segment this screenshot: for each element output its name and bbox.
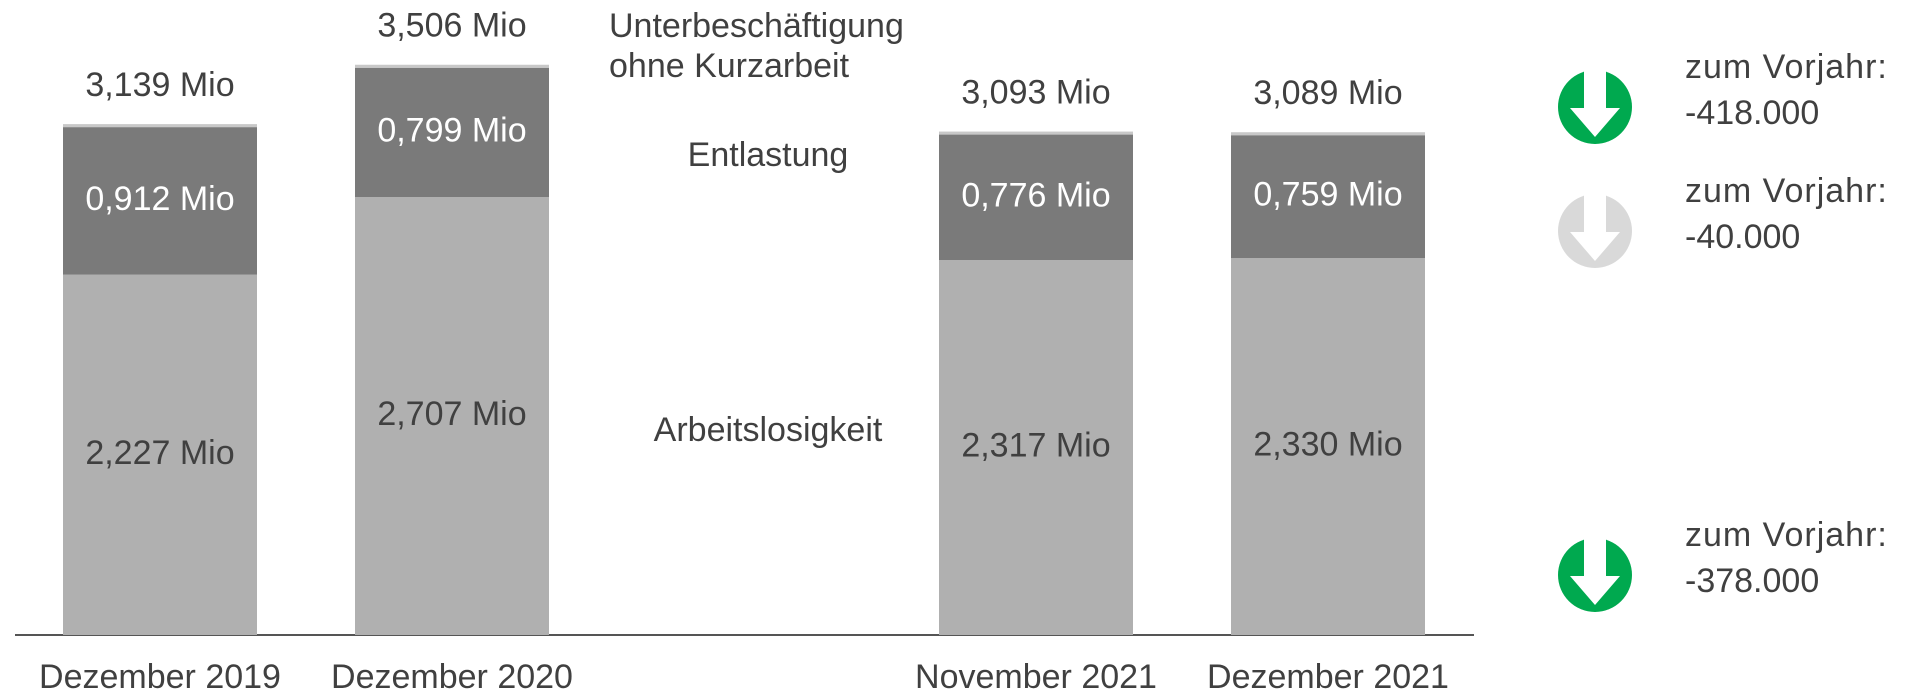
x-tick-label: Dezember 2019 <box>39 658 281 695</box>
total-label: 3,093 Mio <box>961 74 1110 112</box>
value-label: 0,799 Mio <box>377 111 526 149</box>
change-arrow <box>1570 538 1620 605</box>
value-label: 0,776 Mio <box>961 176 1110 214</box>
annotation-change: -418.000 <box>1685 94 1819 132</box>
bar-segment <box>939 134 1133 261</box>
value-label: 0,759 Mio <box>1253 176 1402 214</box>
total-label: 3,139 Mio <box>85 66 234 104</box>
value-label: 2,330 Mio <box>1253 425 1402 463</box>
bar-segment <box>355 67 549 198</box>
x-tick-label: November 2021 <box>915 658 1157 695</box>
bar-segment <box>1231 135 1425 259</box>
bar-segment <box>63 274 257 635</box>
bar-segment <box>355 197 549 635</box>
total-marker <box>355 64 549 68</box>
value-label: 2,707 Mio <box>377 395 526 433</box>
value-label: 2,317 Mio <box>961 427 1110 465</box>
total-label: 3,089 Mio <box>1253 74 1402 112</box>
total-marker <box>63 124 257 128</box>
totals-name: Unterbeschäftigung ohne Kurzarbeit <box>609 7 904 85</box>
total-marker <box>1231 132 1425 136</box>
x-tick-label: Dezember 2021 <box>1207 658 1449 695</box>
annotation-text: zum Vorjahr: <box>1685 48 1888 86</box>
series-name: Entlastung <box>688 136 849 174</box>
total-marker <box>939 131 1133 135</box>
annotation-change: -40.000 <box>1685 218 1800 256</box>
change-arrow <box>1570 194 1620 261</box>
bar-segment <box>939 260 1133 635</box>
value-label: 2,227 Mio <box>85 434 234 472</box>
annotation-text: zum Vorjahr: <box>1685 516 1888 554</box>
bar-segment <box>1231 258 1425 635</box>
x-tick-label: Dezember 2020 <box>331 658 573 695</box>
change-arrow <box>1570 70 1620 137</box>
series-name: Arbeitslosigkeit <box>654 411 883 449</box>
value-label: 0,912 Mio <box>85 180 234 218</box>
annotation-text: zum Vorjahr: <box>1685 172 1888 210</box>
annotation-change: -378.000 <box>1685 562 1819 600</box>
total-label: 3,506 Mio <box>377 7 526 45</box>
bar-segment <box>63 127 257 275</box>
